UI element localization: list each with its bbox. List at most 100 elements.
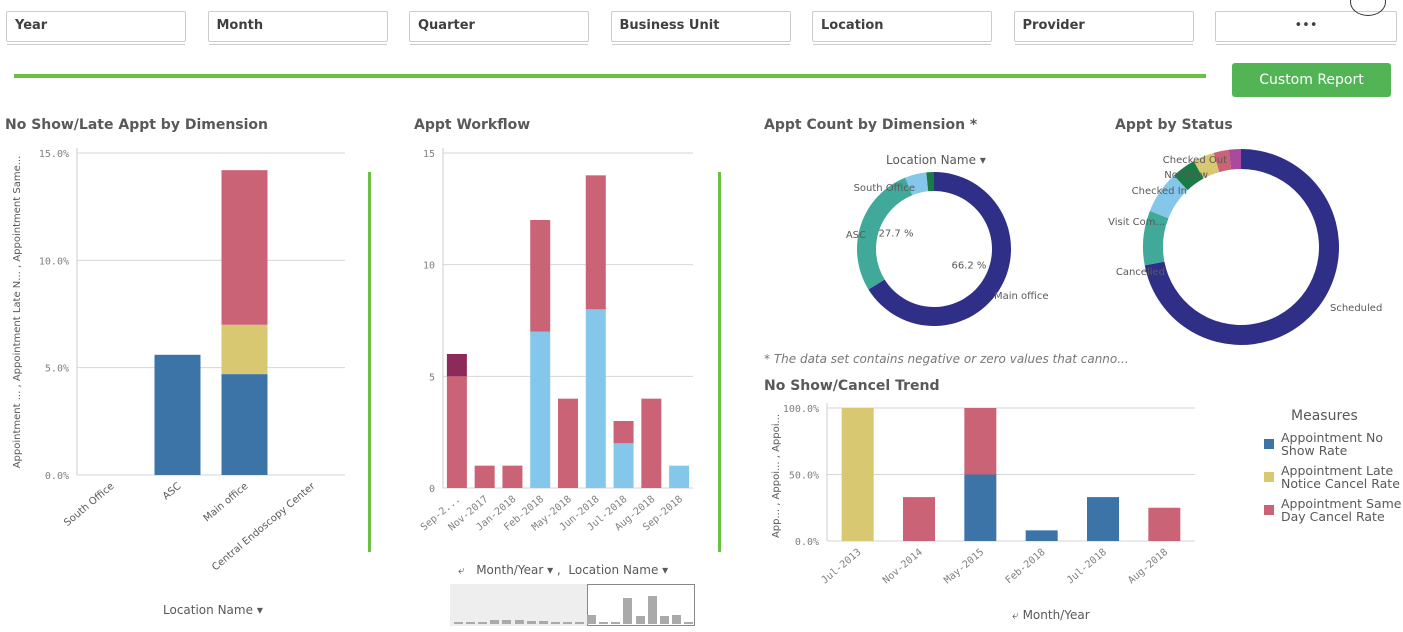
filter-month[interactable]: Month — [207, 11, 388, 45]
minimap-bar — [466, 622, 476, 624]
bar-segment[interactable] — [613, 443, 634, 488]
bar-segment[interactable] — [221, 324, 268, 375]
minimap-bar — [490, 620, 500, 624]
minimap-bar — [671, 615, 681, 624]
bar-segment[interactable] — [641, 398, 662, 488]
donut-slice[interactable] — [857, 177, 913, 290]
minimap-bar — [562, 622, 572, 624]
donut-slice[interactable] — [1193, 152, 1220, 179]
donut-slice[interactable] — [905, 172, 929, 196]
minimap-bar — [647, 596, 657, 624]
minimap-bar — [659, 616, 669, 624]
minimap-bar — [683, 622, 693, 624]
filter-year[interactable]: Year — [6, 11, 186, 45]
bar-segment[interactable] — [903, 497, 935, 541]
sort-icon: ⤶ — [1012, 608, 1019, 622]
y-axis-title: Appointment ... , Appointment Late N... … — [12, 156, 23, 469]
bar-segment[interactable] — [585, 175, 606, 310]
minimap-bar — [575, 622, 584, 624]
bar-segment[interactable] — [558, 398, 578, 488]
minimap-bar — [587, 615, 597, 624]
divider — [718, 172, 721, 552]
slice-label: Visit Com... — [1108, 217, 1165, 228]
filter-provider[interactable]: Provider — [1013, 11, 1194, 45]
bar-segment[interactable] — [1087, 497, 1119, 541]
bar-segment[interactable] — [841, 408, 874, 541]
separator: , — [556, 563, 561, 577]
slice-value-label: 66.2 % — [951, 260, 986, 271]
donut-slice[interactable] — [1143, 210, 1169, 266]
bar-segment[interactable] — [154, 354, 201, 475]
chart-note: * The data set contains negative or zero… — [764, 352, 1129, 366]
donut-slice[interactable] — [1173, 161, 1204, 191]
scrollbar-minimap[interactable] — [450, 584, 695, 626]
slice-label: Checked Out — [1163, 155, 1227, 166]
panel-title: Appt Count by Dimension * — [764, 117, 978, 133]
slice-label: No Show — [1164, 170, 1208, 181]
x-tick-label: Feb-2018 — [1004, 547, 1048, 586]
donut-slice[interactable] — [1213, 149, 1232, 173]
donut-slice[interactable] — [926, 172, 934, 192]
bar-segment[interactable] — [585, 309, 606, 488]
dimension-label: Month/Year — [1022, 608, 1090, 622]
filter-business-unit[interactable]: Business Unit — [610, 11, 791, 45]
caret-down-icon: ▾ — [979, 153, 986, 167]
bar-segment[interactable] — [446, 354, 467, 377]
y-axis-title: App... , Appoi... , Appoi... — [771, 414, 782, 538]
dimension-selector[interactable]: Location Name ▾ — [163, 603, 263, 617]
x-tick-label: Jul-2013 — [820, 547, 864, 586]
legend-swatch — [1264, 439, 1274, 449]
panel-title: No Show/Late Appt by Dimension — [5, 117, 269, 133]
custom-report-button[interactable]: Custom Report — [1232, 63, 1391, 97]
bar-segment[interactable] — [613, 421, 634, 444]
x-tick-label: Nov-2014 — [881, 547, 925, 586]
slice-value-label: 27.7 % — [879, 229, 914, 240]
filter-location[interactable]: Location — [812, 11, 992, 45]
y-tick-label: 0.0% — [795, 537, 819, 548]
minimap-bar — [623, 598, 633, 624]
bar-segment[interactable] — [964, 408, 997, 475]
bar-segment[interactable] — [530, 220, 551, 332]
bar-segment[interactable] — [502, 465, 523, 488]
y-tick-label: 5 — [429, 372, 435, 383]
dimension-selector[interactable]: ⤶ Month/Year ▾ , Location Name ▾ — [458, 563, 669, 577]
x-tick-label: South Office — [62, 481, 116, 529]
minimap-bar — [526, 621, 536, 624]
legend-title: Measures — [1291, 408, 1358, 424]
bar-segment[interactable] — [1148, 507, 1181, 541]
legend-item[interactable]: Appointment Late Notice Cancel Rate — [1264, 464, 1403, 490]
bar-segment[interactable] — [669, 465, 690, 488]
y-tick-label: 10.0% — [39, 256, 69, 267]
panel-title: No Show/Cancel Trend — [764, 378, 940, 394]
x-tick-label: May-2015 — [942, 547, 986, 586]
minimap-bar — [478, 622, 488, 624]
minimap-bar — [611, 622, 621, 624]
y-tick-label: 50.0% — [789, 471, 819, 482]
bar-segment[interactable] — [530, 331, 551, 488]
legend-label: Appointment Late Notice Cancel Rate — [1281, 463, 1400, 491]
legend-swatch — [1264, 472, 1274, 482]
legend-item[interactable]: Appointment Same Day Cancel Rate — [1264, 497, 1403, 523]
dimension-selector[interactable]: Location Name ▾ — [886, 153, 986, 167]
y-tick-label: 5.0% — [45, 364, 69, 375]
y-tick-label: 15 — [423, 149, 435, 160]
bar-segment[interactable] — [474, 465, 495, 488]
donut-slice[interactable] — [1149, 175, 1188, 219]
slice-label: Checked In — [1132, 186, 1187, 197]
bar-segment[interactable] — [446, 376, 467, 488]
slice-label: South Office — [854, 183, 915, 194]
dimension-selector[interactable]: ⤶ Month/Year — [1012, 608, 1090, 623]
legend-swatch — [1264, 505, 1274, 515]
more-filters-button[interactable]: ••• — [1215, 11, 1397, 45]
legend-item[interactable]: Appointment No Show Rate — [1264, 431, 1403, 457]
panel-title: Appt Workflow — [414, 117, 531, 133]
sort-icon: ⤶ — [458, 563, 465, 577]
divider — [368, 172, 371, 552]
donut-slice[interactable] — [1228, 149, 1241, 170]
bar-segment[interactable] — [221, 170, 268, 325]
filter-quarter[interactable]: Quarter — [409, 11, 589, 45]
bar-segment[interactable] — [964, 474, 997, 542]
bar-segment[interactable] — [1025, 530, 1058, 541]
divider — [14, 74, 1206, 78]
bar-segment[interactable] — [221, 374, 268, 475]
